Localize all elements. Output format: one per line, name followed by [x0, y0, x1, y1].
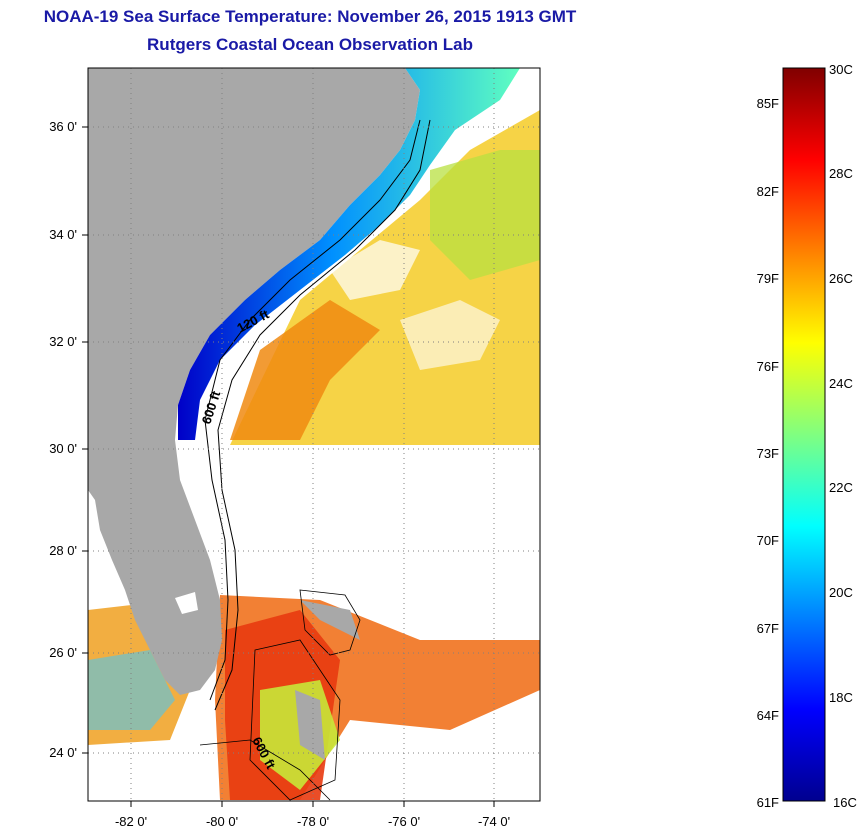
lat-label: 30 0': [49, 441, 77, 456]
lon-label: -80 0': [206, 814, 238, 829]
bahamas-island: [295, 690, 325, 760]
lon-label: -82 0': [115, 814, 147, 829]
lon-label: -78 0': [297, 814, 329, 829]
colorbar-fahrenheit-label: 64F: [757, 708, 779, 723]
contour-line: [249, 639, 341, 801]
colorbar-celsius-label: 22C: [829, 480, 853, 495]
colorbar: [782, 67, 826, 802]
cold-coastal-band: [178, 68, 520, 440]
contour-line: [214, 119, 431, 711]
colorbar-fahrenheit-label: 85F: [757, 96, 779, 111]
colorbar-fahrenheit-label: 82F: [757, 184, 779, 199]
colorbar-fahrenheit-label: 79F: [757, 271, 779, 286]
colorbar-celsius-label: 20C: [829, 585, 853, 600]
land-mass: [88, 68, 420, 695]
lon-label: -76 0': [388, 814, 420, 829]
colorbar-celsius-label: 26C: [829, 271, 853, 286]
colorbar-fahrenheit-label: 73F: [757, 446, 779, 461]
colorbar-fahrenheit-label: 76F: [757, 359, 779, 374]
lon-label: -74 0': [478, 814, 510, 829]
map-subtitle: Rutgers Coastal Ocean Observation Lab: [147, 35, 473, 54]
colorbar-celsius-label: 28C: [829, 166, 853, 181]
lat-label: 28 0': [49, 543, 77, 558]
lake-okeechobee: [175, 592, 198, 614]
colorbar-celsius-label: 18C: [829, 690, 853, 705]
sst-field-north-orange: [230, 300, 380, 440]
lat-label: 36 0': [49, 119, 77, 134]
colorbar-celsius-label: 24C: [829, 376, 853, 391]
lat-label: 26 0': [49, 645, 77, 660]
lat-label: 24 0': [49, 745, 77, 760]
colorbar-celsius-label: 30C: [829, 62, 853, 77]
missing-data: [400, 300, 500, 370]
map-frame: [87, 67, 541, 802]
colorbar-fahrenheit-label: 67F: [757, 621, 779, 636]
sst-field-gulf-blue: [88, 650, 175, 730]
lat-label: 32 0': [49, 334, 77, 349]
contour-line: [199, 739, 331, 801]
map-title: NOAA-19 Sea Surface Temperature: Novembe…: [43, 7, 577, 26]
lat-label: 34 0': [49, 227, 77, 242]
contour-line: [204, 119, 421, 701]
contour-line: [299, 589, 361, 656]
bahamas-island: [300, 600, 360, 640]
missing-data: [330, 240, 420, 300]
sst-field-north-green: [430, 150, 540, 280]
colorbar-fahrenheit-label: 70F: [757, 533, 779, 548]
colorbar-celsius-label: 16C: [833, 795, 857, 810]
colorbar-fahrenheit-label: 61F: [757, 795, 779, 810]
